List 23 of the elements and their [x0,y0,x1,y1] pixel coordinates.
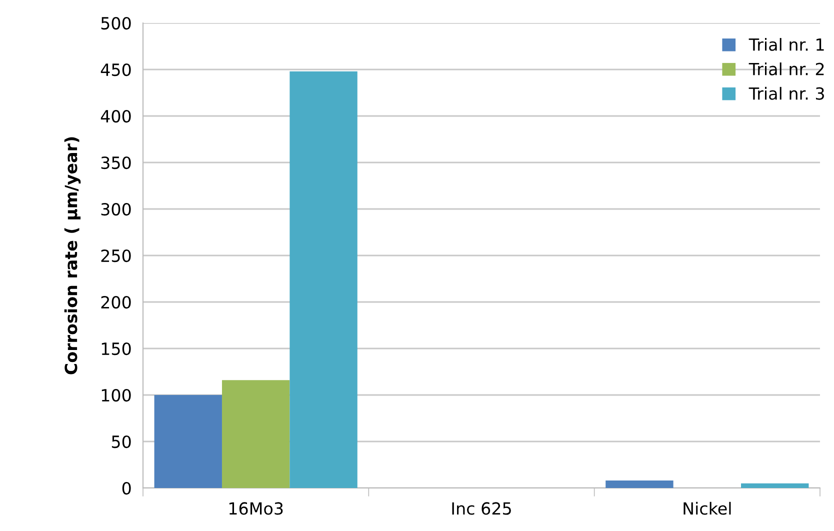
y-tick-label: 200 [101,296,131,309]
x-tick-label: Inc 625 [452,502,511,515]
y-tick-label: 350 [101,156,131,170]
x-tick-label: Nickel [684,502,731,515]
legend-label: Trial nr. 3 [748,86,824,100]
bar [222,380,290,488]
legend-label: Trial nr. 2 [748,62,824,76]
bar [154,395,222,488]
y-tick-label: 450 [100,63,131,76]
bar [290,71,358,488]
y-tick-label: 0 [122,482,131,495]
y-axis-title: Corrosion rate ( µm/year) [64,137,81,374]
y-tick-label: 300 [101,202,131,216]
x-tick-label: 16Mo3 [229,502,283,515]
bar [606,480,674,488]
y-tick-label: 150 [102,342,131,356]
bar [741,483,809,488]
y-tick-label: 250 [101,249,131,262]
legend-label: Trial nr. 1 [748,38,824,51]
y-tick-label: 500 [101,16,131,30]
y-tick-label: 400 [100,110,131,123]
y-tick-label: 50 [112,435,131,448]
y-tick-label: 100 [102,388,131,402]
